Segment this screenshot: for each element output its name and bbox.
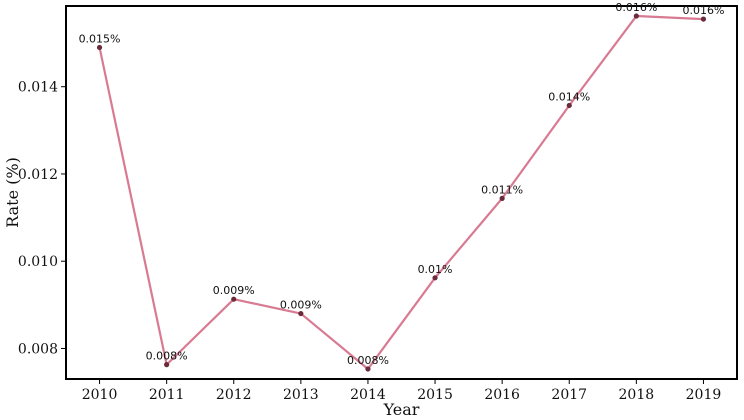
x-tick-label: 2013 (283, 387, 319, 403)
data-label: 0.009% (213, 284, 255, 297)
x-tick-label: 2012 (216, 387, 252, 403)
data-point (432, 275, 438, 281)
x-tick-label: 2018 (619, 387, 655, 403)
data-point (566, 102, 572, 109)
data-point (96, 44, 103, 51)
x-tick-label: 2017 (551, 387, 587, 403)
y-axis-title: Rate (%) (3, 157, 22, 228)
data-point (231, 296, 237, 302)
x-axis-title: Year (383, 400, 420, 419)
y-tick-label: 0.010 (18, 254, 58, 270)
data-points (96, 13, 707, 372)
x-axis: 2010 2011 2012 2013 2014 2015 2016 2017 2018 2019 (82, 379, 722, 403)
plot-frame (65, 5, 738, 380)
x-tick-label: 2016 (484, 387, 520, 403)
data-label: 0.014% (548, 90, 590, 103)
y-tick-label: 0.014 (18, 80, 58, 96)
y-axis: 0.008 0.010 0.012 0.014 (18, 80, 66, 357)
data-point (700, 16, 707, 22)
data-point (633, 13, 639, 19)
data-point (499, 195, 505, 201)
y-tick-label: 0.012 (18, 167, 58, 183)
data-label: 0.011% (481, 183, 523, 196)
data-point (164, 362, 170, 368)
data-point (298, 310, 304, 317)
data-label: 0.008% (146, 350, 188, 363)
data-label: 0.016% (615, 1, 657, 14)
x-tick-label: 2011 (149, 387, 185, 403)
data-label: 0.016% (682, 4, 724, 17)
data-label: 0.01% (418, 263, 453, 276)
data-label: 0.009% (280, 299, 322, 312)
y-tick-label: 0.008 (18, 341, 58, 357)
x-tick-label: 2014 (350, 387, 386, 403)
data-label: 0.015% (79, 32, 121, 45)
data-label: 0.008% (347, 354, 389, 367)
series-line (98, 14, 704, 371)
data-labels: 0.015% 0.008% 0.009% 0.009% 0.008% 0.01% 0.011… (79, 1, 725, 367)
data-point (365, 366, 371, 372)
x-tick-label: 2015 (417, 387, 453, 403)
x-tick-label: 2010 (82, 387, 118, 403)
x-tick-label: 2019 (686, 387, 722, 403)
